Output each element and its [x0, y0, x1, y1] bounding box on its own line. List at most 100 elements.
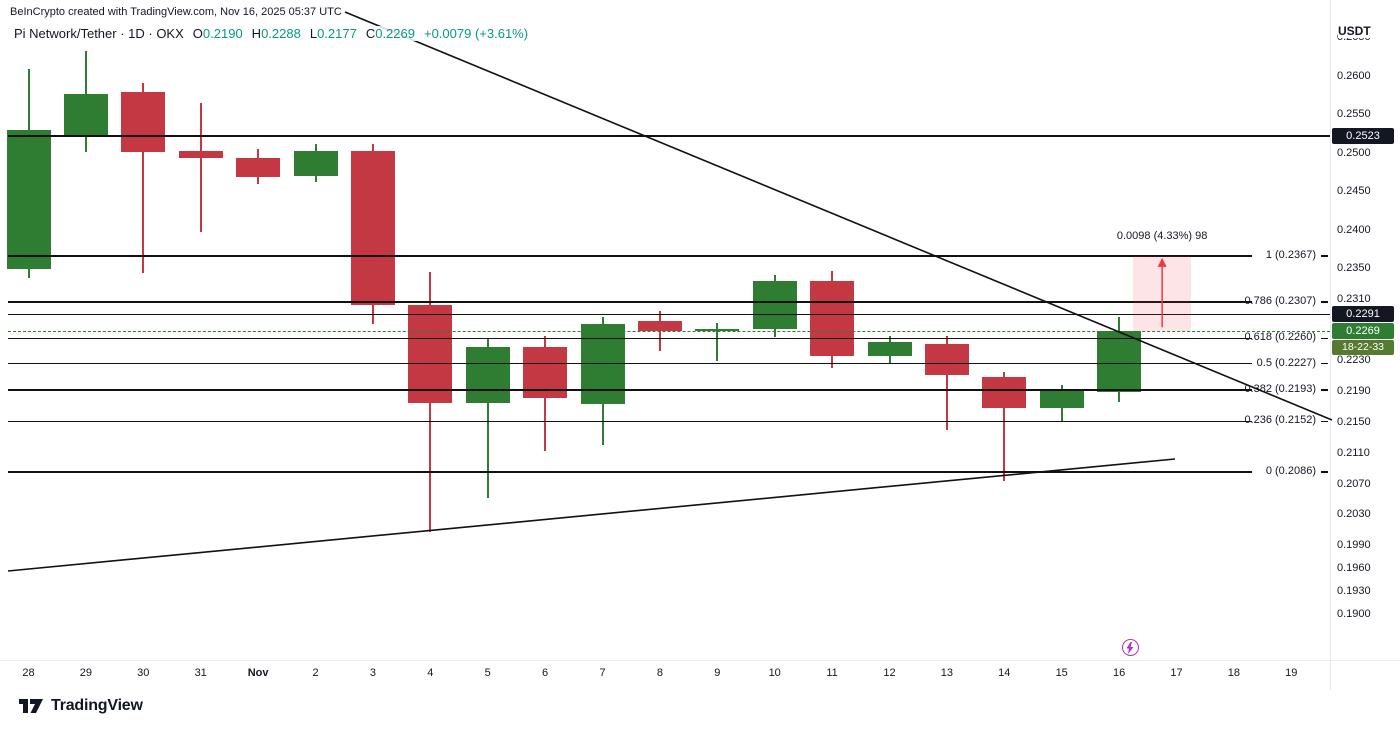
- tradingview-logo-link[interactable]: TradingView: [18, 697, 143, 715]
- time-axis-label: 16: [1112, 667, 1126, 679]
- candle-body-nov-3: [350, 151, 395, 306]
- time-axis-label: 28: [22, 667, 35, 679]
- ohlc-open: O0.2190: [193, 26, 243, 41]
- symbol-legend[interactable]: Pi Network/Tether · 1D · OKX O0.2190 H0.…: [14, 26, 535, 41]
- price-axis-label: 0.1960: [1337, 562, 1371, 575]
- price-axis-label: 0.1930: [1337, 585, 1371, 598]
- close-label: C: [365, 26, 376, 41]
- fib-level-line: [8, 337, 1252, 340]
- time-axis-label: 4: [427, 667, 434, 679]
- price-axis-label: 0.2450: [1337, 185, 1371, 198]
- lightning-icon: [1126, 641, 1134, 654]
- time-axis-label: 30: [137, 667, 150, 679]
- time-axis[interactable]: 28 29 30 31 Nov 2 3 4 5 6 7 8 9 10 11 12 13 14 15 16 17 18 19: [0, 660, 1331, 690]
- horizontal-level-line: [8, 313, 1330, 316]
- candle-body-nov-11: [810, 281, 855, 356]
- time-axis-label: 10: [768, 667, 781, 679]
- fib-level-tick: [1321, 362, 1328, 365]
- candle-body-nov-2: [293, 151, 338, 176]
- time-axis-label: 19: [1285, 667, 1298, 679]
- ohlc-close: C0.2269: [366, 26, 415, 41]
- time-axis-label: 12: [883, 667, 896, 679]
- symbol-title: Pi Network/Tether · 1D · OKX: [14, 26, 184, 41]
- time-axis-label: 13: [940, 667, 954, 679]
- event-marker[interactable]: [1121, 639, 1139, 656]
- price-axis-label: 0.2550: [1337, 108, 1371, 121]
- price-axis-label: 0.2500: [1337, 146, 1371, 159]
- candle-body-nov-1: [236, 158, 281, 177]
- high-label: H: [251, 26, 262, 41]
- fib-level-line: [8, 362, 1252, 365]
- price-axis-label: 0.2310: [1337, 292, 1371, 305]
- candle-body-nov-16: [1097, 331, 1142, 393]
- fib-level-line: [8, 420, 1252, 423]
- projection-measure-label: 0.0098 (4.33%) 98: [1116, 229, 1208, 242]
- candle-body-nov-15: [1039, 390, 1084, 408]
- open-label: O: [192, 26, 203, 41]
- open-value: 0.2190: [202, 26, 243, 41]
- candle-body-nov-12: [867, 342, 912, 356]
- price-badge-green: 0.2269: [1332, 323, 1394, 340]
- price-axis-label: 0.2150: [1337, 415, 1371, 428]
- fib-level-label: 0 (0.2086): [1265, 465, 1316, 478]
- fib-level-label: 0.618 (0.2260): [1244, 331, 1316, 344]
- time-axis-label: 8: [656, 667, 663, 679]
- fib-level-label: 0.236 (0.2152): [1244, 414, 1316, 427]
- candle-wick-oct-30: [142, 82, 145, 273]
- trendline-ascending-support: [7, 458, 1176, 572]
- change-value: +0.0079 (+3.61%): [423, 26, 529, 41]
- candle-body-nov-5: [465, 346, 510, 403]
- fib-level-label: 0.382 (0.2193): [1244, 382, 1316, 395]
- close-value: 0.2269: [375, 26, 415, 41]
- low-value: 0.2177: [317, 26, 357, 41]
- price-axis-label: 0.1990: [1337, 539, 1371, 552]
- time-axis-label: 11: [826, 667, 838, 679]
- candle-body-nov-10: [752, 281, 797, 330]
- candle-wick-nov-14: [1003, 372, 1006, 482]
- price-axis-label: 0.2070: [1337, 477, 1371, 490]
- price-axis-label: 0.2230: [1337, 354, 1371, 367]
- candle-body-oct-31: [178, 151, 223, 159]
- current-price-line: [8, 331, 1330, 333]
- time-axis-border: [0, 660, 1400, 661]
- fib-level-line: [8, 301, 1252, 303]
- price-axis-label: 0.2350: [1337, 261, 1371, 274]
- fib-level-line: [8, 471, 1252, 473]
- time-axis-label: 7: [599, 667, 606, 679]
- time-axis-label: 5: [484, 667, 491, 679]
- fib-level-tick: [1321, 471, 1328, 473]
- price-badge-black: 0.2291: [1332, 306, 1394, 323]
- ohlc-low: L0.2177: [310, 26, 357, 41]
- tradingview-logo-icon: [19, 699, 43, 713]
- fib-level-label: 0.5 (0.2227): [1256, 356, 1316, 369]
- candle-body-oct-30: [121, 91, 166, 152]
- candle-body-nov-8: [637, 320, 682, 332]
- time-axis-label: 2: [312, 667, 319, 679]
- time-axis-label: 29: [79, 667, 93, 679]
- fib-level-tick: [1321, 301, 1328, 303]
- price-axis-label: 0.2190: [1337, 385, 1371, 398]
- time-axis-label: 18: [1227, 667, 1241, 679]
- tradingview-brand-text: TradingView: [51, 697, 143, 714]
- candle-body-oct-28: [6, 129, 51, 269]
- price-axis-label: 0.2110: [1337, 446, 1370, 459]
- time-axis-label: 14: [998, 667, 1011, 679]
- fib-level-tick: [1321, 255, 1328, 257]
- attribution-text: BeInCrypto created with TradingView.com,…: [10, 6, 342, 18]
- fib-level-tick: [1321, 337, 1328, 340]
- ohlc-high: H0.2288: [252, 26, 301, 41]
- time-axis-label: 15: [1055, 667, 1068, 679]
- candle-wick-oct-31: [199, 102, 202, 233]
- price-axis[interactable]: USDT 0.26500.26000.25500.25000.24500.240…: [1331, 0, 1400, 690]
- candle-body-nov-13: [924, 343, 969, 376]
- fib-level-line: [8, 389, 1252, 391]
- price-axis-label: 0.2600: [1337, 69, 1371, 82]
- countdown-badge: 18-22-33: [1332, 340, 1394, 356]
- low-label: L: [309, 26, 318, 41]
- time-axis-label: 17: [1170, 667, 1183, 679]
- candle-body-nov-14: [982, 376, 1027, 408]
- axis-currency-label: USDT: [1338, 24, 1371, 38]
- price-axis-label: 0.2030: [1337, 508, 1371, 521]
